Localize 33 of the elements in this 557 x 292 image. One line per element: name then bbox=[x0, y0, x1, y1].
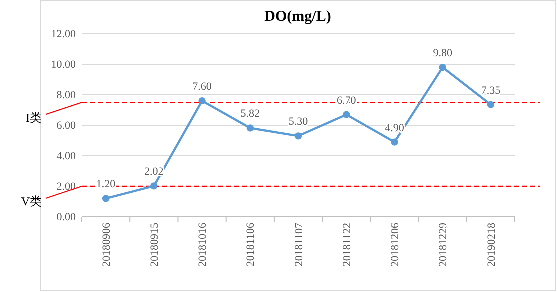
x-tick-label: 20181122 bbox=[341, 223, 354, 267]
y-tick-label: 0.00 bbox=[56, 212, 76, 224]
point bbox=[439, 64, 446, 72]
y-tick-label: 8.00 bbox=[56, 90, 76, 102]
y-tick-label: 4.00 bbox=[56, 150, 76, 163]
point bbox=[246, 124, 254, 132]
text: 9.80 bbox=[433, 48, 452, 60]
x-tick-label: 20180915 bbox=[149, 222, 162, 267]
y-tick-label: 10.00 bbox=[51, 59, 76, 72]
point bbox=[150, 182, 158, 190]
x-tick-label: 20181016 bbox=[197, 222, 210, 267]
text: 7.35 bbox=[481, 84, 501, 97]
y-tick-label: 2.00 bbox=[56, 181, 76, 194]
point bbox=[391, 138, 398, 146]
x-tick-label: 20181206 bbox=[390, 222, 402, 267]
point bbox=[343, 111, 350, 118]
ref-line-label: I类 bbox=[26, 110, 42, 125]
point bbox=[487, 101, 495, 108]
x-tick-label: 20181106 bbox=[245, 222, 258, 267]
y-tick-label: 12.00 bbox=[51, 28, 76, 41]
point bbox=[294, 132, 302, 140]
ref-line-label: V类 bbox=[21, 194, 42, 209]
x-tick-label: 20181229 bbox=[438, 222, 450, 267]
x-tick-label: 20180906 bbox=[100, 222, 113, 267]
point bbox=[102, 195, 110, 202]
point bbox=[198, 98, 206, 105]
text: 5.30 bbox=[288, 116, 308, 128]
x-tick-label: 20190218 bbox=[486, 222, 498, 267]
x-tick-label: 20181107 bbox=[293, 222, 306, 267]
y-tick-label: 6.00 bbox=[56, 120, 76, 132]
chart-title: DO(mg/L) bbox=[264, 9, 332, 25]
text: 7.60 bbox=[192, 81, 212, 94]
text: 5.82 bbox=[240, 108, 260, 120]
